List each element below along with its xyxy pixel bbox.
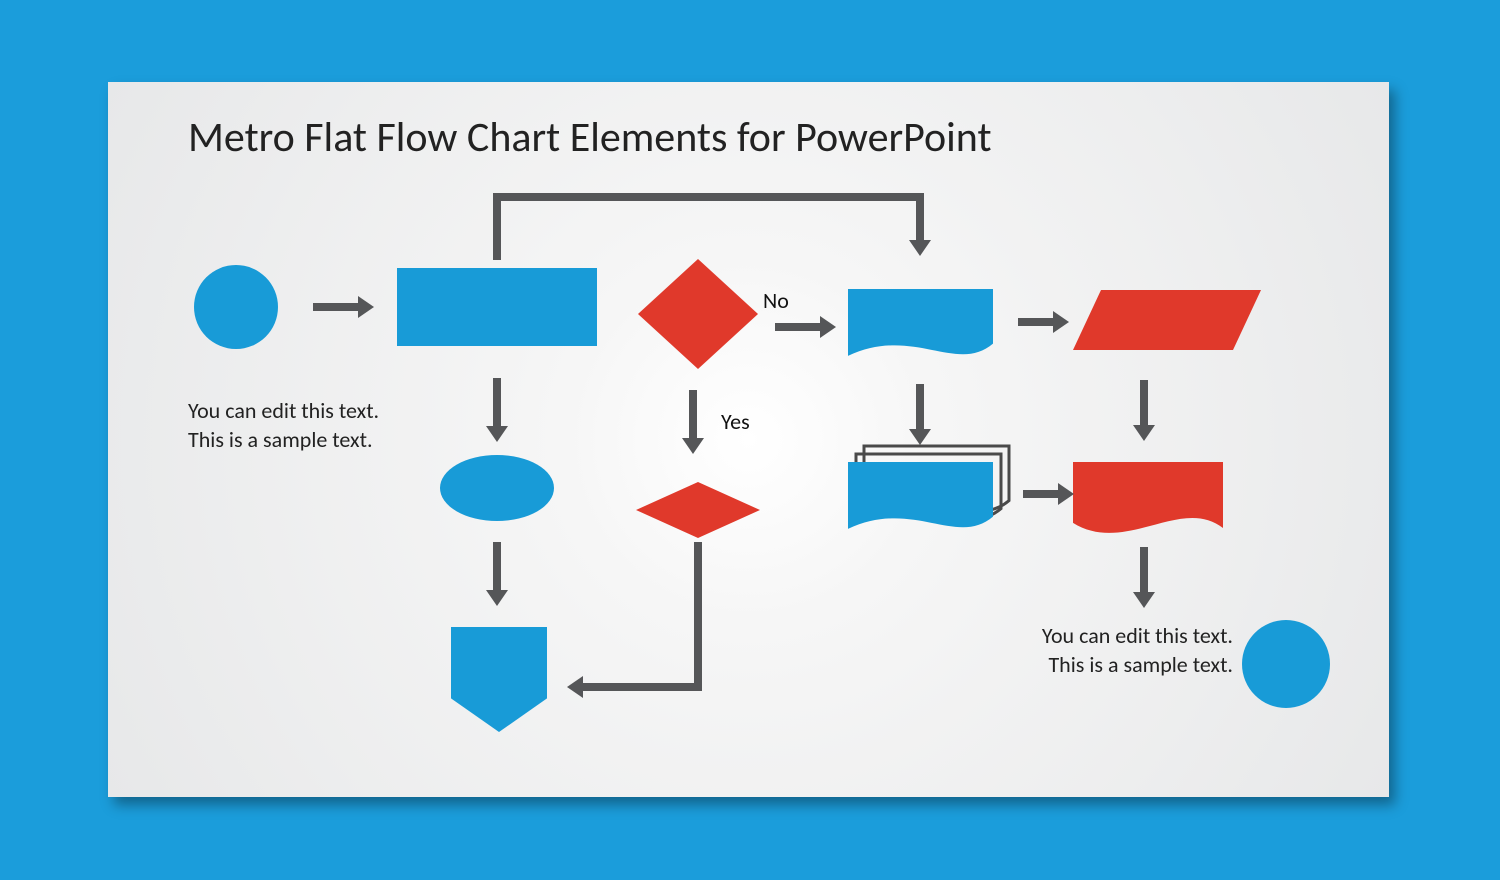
- arrow: [486, 378, 508, 442]
- flowchart-canvas: [108, 82, 1389, 797]
- arrow: [1023, 483, 1074, 505]
- node-decision2: [636, 482, 760, 538]
- node-document: [848, 289, 993, 356]
- arrow: [775, 316, 836, 338]
- node-data: [1073, 290, 1261, 350]
- arrow: [1133, 380, 1155, 441]
- edge-label: No: [763, 287, 789, 314]
- arrow: [909, 384, 931, 445]
- node-multidoc: [848, 446, 1009, 529]
- arrow: [1018, 311, 1069, 333]
- arrow: [486, 542, 508, 606]
- node-end: [1242, 620, 1330, 708]
- edge-label: Yes: [721, 408, 750, 435]
- arrow: [682, 390, 704, 454]
- arrow: [497, 197, 931, 260]
- arrow: [567, 542, 698, 698]
- node-ellipse: [440, 455, 554, 521]
- node-decision: [638, 259, 758, 369]
- slide: Metro Flat Flow Chart Elements for Power…: [108, 82, 1389, 797]
- node-offpage: [451, 627, 547, 732]
- node-start: [194, 265, 278, 349]
- arrow: [1133, 547, 1155, 608]
- node-process: [397, 268, 597, 346]
- node-flag: [1073, 462, 1223, 533]
- arrow: [313, 296, 374, 318]
